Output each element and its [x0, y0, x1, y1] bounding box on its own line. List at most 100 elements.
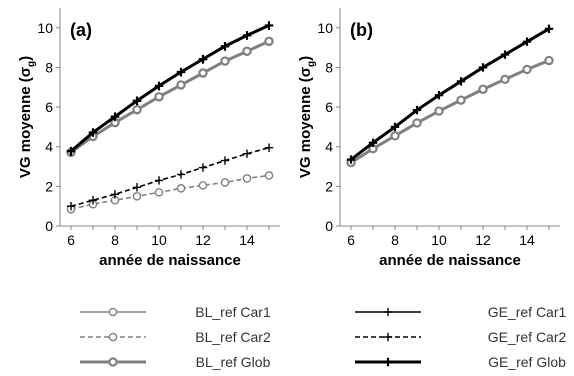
data-point	[198, 163, 208, 172]
data-point	[66, 201, 76, 211]
data-point	[434, 91, 444, 100]
series-bl-ref-glob	[346, 55, 554, 168]
chart-panel-b: 0 2 4 6 8 10 6 8 10 12 14 année de naissance VG moye…	[297, 8, 560, 269]
x-tick-label: 6	[347, 232, 355, 248]
y-tick-label: 4	[325, 139, 333, 155]
data-point	[88, 196, 98, 205]
data-point	[132, 183, 142, 192]
data-point	[66, 146, 76, 156]
y-tick-label: 6	[45, 99, 53, 115]
data-point	[176, 170, 186, 179]
y-axis-label: VG moyenne (σg)	[297, 56, 317, 178]
data-point	[132, 191, 142, 201]
legend-swatch-marker	[108, 332, 118, 342]
legend-swatch-marker	[108, 357, 118, 367]
legend-item: BL_ref Car1	[80, 304, 271, 320]
y-axis-label-main: VG moyenne (σ	[297, 67, 314, 178]
legend-label: BL_ref Glob	[196, 354, 271, 370]
data-point	[110, 190, 120, 199]
data-point	[390, 122, 400, 132]
series-ge-ref-car1	[66, 21, 274, 156]
series-line	[70, 40, 270, 154]
data-point	[176, 67, 186, 77]
data-point	[220, 156, 230, 165]
data-point	[434, 106, 444, 116]
x-tick-label: 12	[475, 232, 491, 248]
data-point	[220, 178, 230, 187]
data-point	[346, 155, 356, 164]
y-axis-label-subscript: g	[306, 61, 317, 67]
y-tick-label: 8	[325, 59, 333, 75]
legend-swatch-marker	[383, 357, 393, 367]
legend: BL_ref Car1 GE_ref Car1 BL_ref Car2 GE_ref …	[80, 304, 567, 370]
y-axis-label-subscript: g	[26, 61, 37, 67]
data-point	[242, 46, 252, 56]
x-tick-label: 8	[391, 232, 399, 248]
data-point	[198, 54, 208, 64]
legend-label: GE_ref Glob	[488, 354, 566, 370]
x-tick-label: 6	[67, 232, 75, 248]
legend-label: GE_ref Car1	[488, 304, 567, 320]
y-tick-label: 4	[45, 139, 53, 155]
data-point	[478, 63, 488, 72]
x-tick-label: 8	[111, 232, 119, 248]
x-tick-label: 10	[431, 232, 447, 248]
data-point	[390, 131, 400, 141]
legend-label: BL_ref Car1	[195, 304, 271, 320]
x-axis-label: année de naissance	[379, 252, 521, 269]
series-bl-ref-car1	[66, 37, 274, 157]
data-point	[198, 181, 208, 190]
data-point	[264, 171, 274, 180]
y-axis-label-close: )	[17, 56, 34, 61]
data-point	[500, 50, 510, 59]
data-point	[522, 37, 532, 46]
legend-item: GE_ref Car2	[355, 329, 567, 345]
data-point	[132, 96, 142, 105]
legend-swatch-marker	[383, 307, 393, 317]
legend-item: GE_ref Car1	[355, 304, 567, 320]
data-point	[242, 174, 252, 183]
x-tick-label: 14	[239, 232, 255, 248]
data-point	[500, 74, 510, 85]
data-point	[412, 105, 422, 115]
data-point	[176, 80, 186, 90]
series-bl-ref-car2	[66, 171, 274, 214]
data-point	[264, 143, 274, 152]
data-point	[154, 188, 164, 197]
y-axis-label-main: VG moyenne (σ	[17, 67, 34, 178]
data-point	[522, 64, 532, 75]
x-tick-label: 14	[519, 232, 535, 248]
data-point	[368, 138, 378, 147]
y-tick-label: 0	[325, 218, 333, 234]
data-point	[132, 104, 142, 115]
data-point	[154, 176, 164, 185]
y-axis-label-close: )	[297, 56, 314, 61]
data-point	[478, 84, 488, 94]
legend-swatch-marker	[383, 332, 393, 342]
y-tick-label: 0	[45, 218, 53, 234]
series-ge-ref-glob	[346, 24, 554, 164]
y-tick-label: 10	[317, 20, 333, 36]
series-line	[350, 59, 550, 164]
y-tick-label: 10	[37, 20, 53, 36]
y-tick-label: 2	[325, 178, 333, 194]
legend-item: BL_ref Glob	[80, 354, 271, 370]
series-line	[70, 146, 270, 207]
legend-item: BL_ref Car2	[80, 329, 271, 345]
series-line	[70, 24, 270, 153]
series-line	[70, 39, 270, 154]
data-point	[456, 95, 466, 105]
data-point	[88, 128, 98, 137]
data-point	[412, 118, 422, 128]
data-point	[456, 77, 466, 86]
legend-label: BL_ref Car2	[195, 329, 271, 345]
data-point	[544, 55, 554, 66]
data-point	[198, 68, 208, 78]
series-bl-ref-glob	[66, 36, 274, 157]
y-axis-label: VG moyenne (σg)	[17, 56, 37, 178]
series-ge-ref-glob	[66, 21, 274, 156]
data-point	[220, 56, 230, 66]
data-point	[110, 112, 120, 121]
data-point	[154, 81, 164, 91]
x-tick-label: 10	[151, 232, 167, 248]
